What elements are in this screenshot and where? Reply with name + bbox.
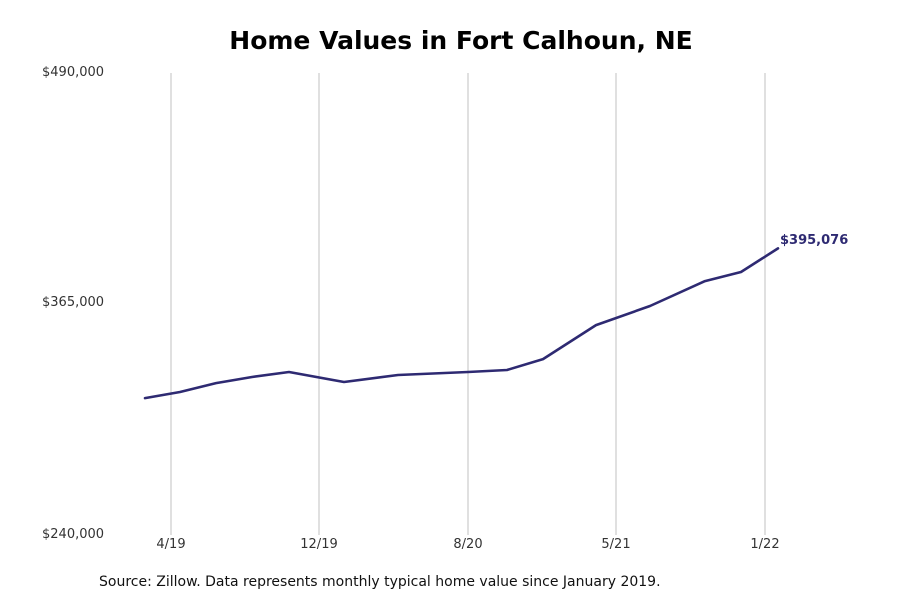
end-value-label: $395,076: [780, 233, 849, 248]
y-tick-240000: $240,000: [42, 527, 105, 542]
x-tick-4-19: 4/19: [156, 537, 186, 552]
y-tick-365000: $365,000: [42, 295, 105, 310]
gridlines: [170, 73, 766, 535]
chart-title: Home Values in Fort Calhoun, NE: [229, 26, 693, 55]
x-tick-5-21: 5/21: [601, 537, 631, 552]
x-tick-12-19: 12/19: [300, 537, 338, 552]
x-tick-1-22: 1/22: [750, 537, 780, 552]
source-note: Source: Zillow. Data represents monthly …: [99, 574, 661, 590]
home-value-line: [143, 247, 780, 400]
x-tick-8-20: 8/20: [453, 537, 483, 552]
y-tick-490000: $490,000: [42, 65, 105, 80]
